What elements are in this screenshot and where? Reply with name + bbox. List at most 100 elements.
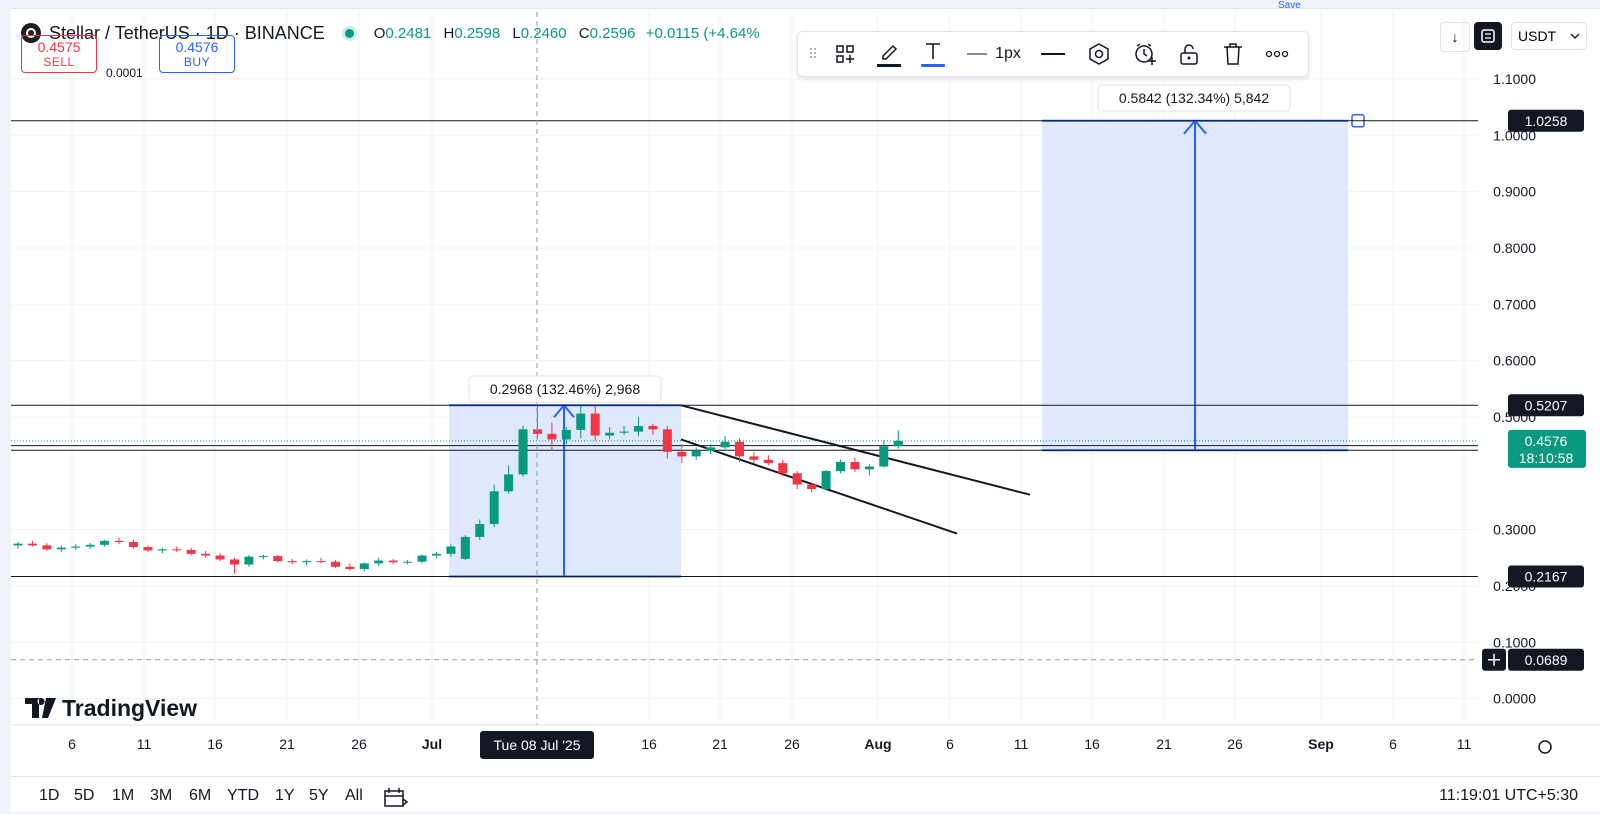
buy-button[interactable]: 0.4576 BUY <box>159 35 235 73</box>
settings-icon[interactable] <box>1084 40 1114 68</box>
candle-body <box>778 463 788 474</box>
candle-body <box>547 433 557 440</box>
sell-button[interactable]: 0.4575 SELL <box>21 35 97 73</box>
candle-body <box>316 561 326 563</box>
y-tick-label: 0.9000 <box>1493 184 1536 200</box>
candle-body <box>792 473 802 485</box>
candle-body <box>475 523 485 537</box>
candle-body <box>807 484 817 490</box>
currency-select[interactable]: USDT <box>1511 22 1587 50</box>
candle-body <box>691 450 701 457</box>
candle-body <box>633 425 643 432</box>
trash-icon[interactable] <box>1218 40 1248 68</box>
candle-body <box>359 563 369 570</box>
line-style-icon[interactable] <box>1038 40 1068 68</box>
candle-body <box>27 543 37 546</box>
candle-body <box>431 553 441 556</box>
market-status-dot <box>344 28 354 38</box>
x-tick-label: 11 <box>137 736 152 752</box>
candle-body <box>850 462 860 470</box>
candle-body <box>605 432 615 436</box>
symbol-title[interactable]: Stellar / TetherUS · 1D · BINANCE <box>49 22 325 43</box>
measure-label-1: 0.2968 (132.46%) 2,968 <box>468 375 662 403</box>
arrow-down-icon[interactable]: ↓ <box>1440 22 1470 52</box>
drag-handle-icon[interactable]: ⠿ <box>807 45 819 62</box>
price-label-box <box>1508 109 1584 132</box>
text-color-icon[interactable] <box>918 40 948 68</box>
bottom-toolbar: 1D 5D 1M 3M 6M YTD 1Y 5Y All 11:19:01 UTC+5:30 <box>11 776 1600 812</box>
candle-body <box>388 560 398 563</box>
top-strip <box>0 0 1600 10</box>
change-readout: +0.0115 (+4.64% <box>645 24 760 42</box>
measure-label-2: 0.5842 (132.34%) 5,842 <box>1097 84 1291 112</box>
drawing-toolbar: ⠿ 1px <box>797 31 1309 77</box>
stellar-logo-icon <box>21 23 41 43</box>
current-price-box <box>1508 429 1586 468</box>
price-label-box <box>1508 648 1584 671</box>
spread-value: 0.0001 <box>106 66 143 80</box>
range-1y[interactable]: 1Y <box>275 787 295 804</box>
countdown-label: 18:10:58 <box>1519 450 1574 466</box>
candle-body <box>619 431 629 433</box>
candle-body <box>460 536 470 559</box>
candle-body <box>518 429 528 475</box>
clock[interactable]: 11:19:01 UTC+5:30 <box>1439 787 1578 804</box>
crosshair-date-box <box>480 731 594 759</box>
candle-body <box>677 451 687 457</box>
range-5y[interactable]: 5Y <box>309 787 329 804</box>
candle-body <box>273 556 283 562</box>
price-label: 1.0258 <box>1525 113 1568 129</box>
candle-body <box>504 474 514 492</box>
x-tick-label: 6 <box>1389 736 1397 752</box>
candle-body <box>763 459 773 464</box>
candle-body <box>186 549 196 554</box>
range-5d[interactable]: 5D <box>74 787 95 804</box>
y-tick-label: 0.8000 <box>1493 240 1536 256</box>
candle-body <box>215 555 225 560</box>
more-options-icon[interactable] <box>1262 40 1292 68</box>
y-tick-label: 0.7000 <box>1493 296 1536 312</box>
trendline-lower <box>680 438 958 535</box>
range-1d[interactable]: 1D <box>39 787 60 804</box>
candle-body <box>576 413 586 430</box>
symbol-header: Stellar / TetherUS · 1D · BINANCE O0.248… <box>11 20 760 46</box>
range-all[interactable]: All <box>345 787 363 804</box>
price-label-box <box>1508 394 1584 417</box>
ohlc-readout: O0.2481 H0.2598 L0.2460 C0.2596 +0.0115 … <box>373 24 760 42</box>
candle-body <box>85 544 95 547</box>
date-range-icon[interactable] <box>383 787 409 814</box>
tradingview-logo: TradingView <box>25 695 197 721</box>
x-tick-label: 16 <box>207 736 223 752</box>
alert-add-icon[interactable] <box>1130 40 1160 68</box>
candle-body <box>157 549 167 551</box>
unlock-icon[interactable] <box>1174 40 1204 68</box>
x-tick-label: 6 <box>946 736 954 752</box>
y-tick-label: 0.1000 <box>1493 634 1536 650</box>
templates-icon[interactable] <box>830 40 860 68</box>
line-width-selector[interactable]: 1px <box>967 45 1021 62</box>
range-3m[interactable]: 3M <box>150 787 173 804</box>
price-label-box <box>1508 565 1584 588</box>
save-hint[interactable]: Save <box>1278 0 1301 11</box>
x-tick-label: 16 <box>1084 736 1100 752</box>
range-1m[interactable]: 1M <box>112 787 135 804</box>
pencil-color-icon[interactable] <box>874 40 904 68</box>
candle-body <box>100 540 110 545</box>
candle-body <box>403 561 413 563</box>
price-label: 0.2167 <box>1525 569 1568 585</box>
candle-body <box>42 545 52 550</box>
x-tick-label: Aug <box>864 736 891 752</box>
candle-body <box>749 456 759 460</box>
candle-body <box>258 556 268 558</box>
measure-label-2-text: 0.5842 (132.34%) 5,842 <box>1119 90 1269 106</box>
compare-icon[interactable] <box>1474 22 1502 50</box>
candle-body <box>662 429 672 452</box>
candle-body <box>374 560 384 564</box>
y-tick-label: 0.0000 <box>1493 691 1536 707</box>
range-6m[interactable]: 6M <box>189 787 212 804</box>
candle-body <box>330 561 340 567</box>
candle-body <box>128 542 138 548</box>
tradingview-logo-icon <box>25 698 56 718</box>
range-ytd[interactable]: YTD <box>227 787 259 804</box>
